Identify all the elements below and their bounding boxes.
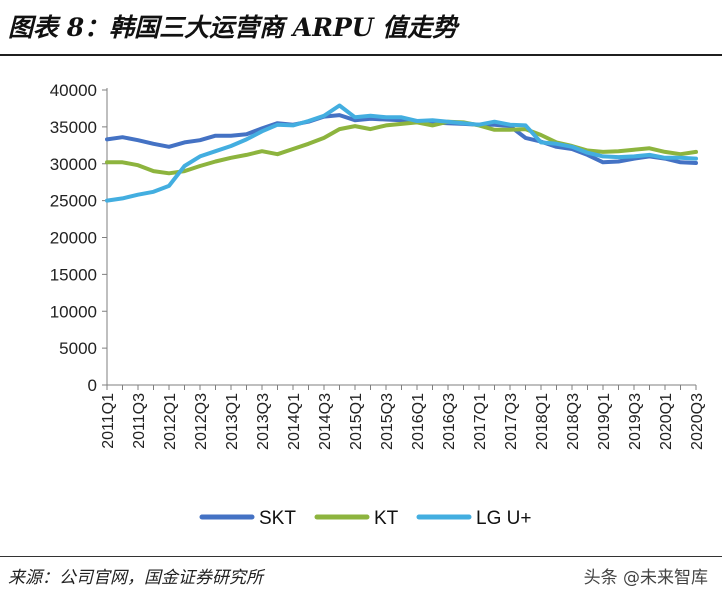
x-tick-label: 2018Q3 bbox=[565, 393, 582, 450]
x-tick-label: 2012Q1 bbox=[162, 393, 179, 450]
series-line-kt bbox=[105, 119, 698, 176]
y-tick-label: 10000 bbox=[50, 302, 97, 321]
source-note: 来源：公司官网，国金证券研究所 bbox=[8, 568, 263, 588]
x-tick-label: 2016Q3 bbox=[441, 393, 458, 450]
y-tick-label: 15000 bbox=[50, 265, 97, 284]
x-tick-label: 2019Q1 bbox=[596, 393, 613, 450]
x-tick-label: 2020Q3 bbox=[689, 393, 706, 450]
x-tick-label: 2016Q1 bbox=[410, 393, 427, 450]
y-tick-label: 20000 bbox=[50, 229, 97, 248]
x-tick-label: 2019Q3 bbox=[627, 393, 644, 450]
x-tick-label: 2015Q3 bbox=[379, 393, 396, 450]
y-axis: 0 5000 10000 15000 20000 25000 30000 35000 40000 bbox=[50, 81, 108, 395]
x-axis: 2011Q1 2011Q3 2012Q1 2012Q3 2013Q1 2013Q3 2014… bbox=[100, 384, 706, 450]
series-line-skt bbox=[105, 113, 698, 165]
line-chart: 0 5000 10000 15000 20000 25000 30000 35000 40000… bbox=[50, 81, 706, 529]
y-tick-label: 5000 bbox=[59, 339, 97, 358]
legend: SKT KT LG U+ bbox=[199, 508, 531, 529]
y-tick-label: 35000 bbox=[50, 118, 97, 137]
chart-title: 图表 8：韩国三大运营商 ARPU 值走势 bbox=[8, 13, 458, 42]
x-tick-label: 2018Q1 bbox=[534, 393, 551, 450]
series-lines bbox=[105, 103, 698, 203]
legend-label: KT bbox=[374, 508, 399, 529]
y-tick-label: 25000 bbox=[50, 192, 97, 211]
x-tick-label: 2020Q1 bbox=[658, 393, 675, 450]
y-tick-label: 30000 bbox=[50, 155, 97, 174]
series-line-lg-u bbox=[105, 103, 698, 203]
title-divider bbox=[0, 54, 722, 56]
x-tick-label: 2017Q3 bbox=[503, 393, 520, 450]
x-tick-label: 2012Q3 bbox=[193, 393, 210, 450]
legend-label: LG U+ bbox=[476, 508, 531, 529]
y-tick-label: 0 bbox=[88, 376, 97, 395]
footer-divider bbox=[0, 556, 722, 557]
x-tick-label: 2014Q1 bbox=[286, 393, 303, 450]
y-tick-label: 40000 bbox=[50, 81, 97, 100]
x-tick-label: 2011Q1 bbox=[100, 393, 117, 449]
x-tick-label: 2013Q1 bbox=[224, 393, 241, 450]
legend-label: SKT bbox=[259, 508, 296, 529]
x-tick-label: 2017Q1 bbox=[472, 393, 489, 450]
x-tick-label: 2015Q1 bbox=[348, 393, 365, 450]
x-tick-label: 2011Q3 bbox=[131, 393, 148, 449]
watermark: 头条 @未来智库 bbox=[583, 568, 708, 588]
x-tick-label: 2014Q3 bbox=[317, 393, 334, 450]
x-tick-label: 2013Q3 bbox=[255, 393, 272, 450]
